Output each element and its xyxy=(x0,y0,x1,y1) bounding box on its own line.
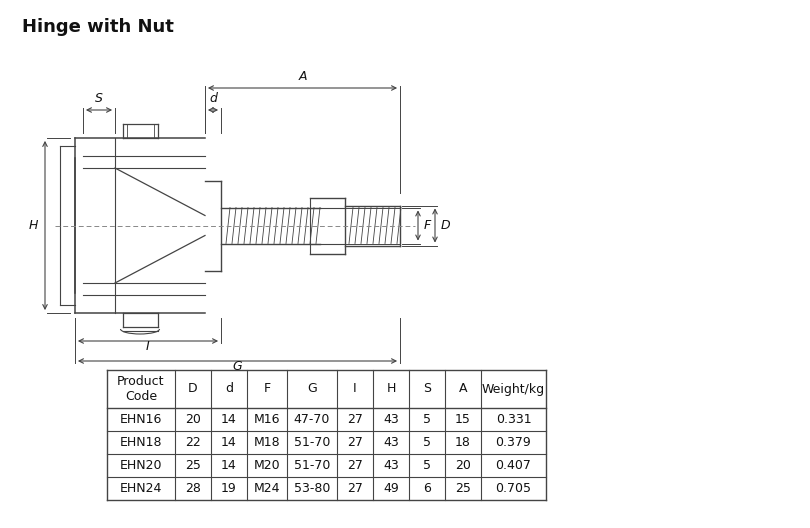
Text: 20: 20 xyxy=(455,459,471,472)
Text: M24: M24 xyxy=(254,482,280,495)
Text: 5: 5 xyxy=(423,436,431,449)
Text: 0.331: 0.331 xyxy=(496,413,531,426)
Text: 27: 27 xyxy=(347,436,363,449)
Text: 15: 15 xyxy=(455,413,471,426)
Text: 20: 20 xyxy=(185,413,201,426)
Text: H: H xyxy=(28,219,38,232)
Text: F: F xyxy=(263,382,271,395)
Text: M16: M16 xyxy=(254,413,280,426)
Text: 27: 27 xyxy=(347,413,363,426)
Text: 0.407: 0.407 xyxy=(496,459,531,472)
Text: 5: 5 xyxy=(423,413,431,426)
Text: G: G xyxy=(232,360,242,373)
Text: 49: 49 xyxy=(383,482,399,495)
Text: M18: M18 xyxy=(254,436,280,449)
Text: Product
Code: Product Code xyxy=(117,375,164,403)
Text: 6: 6 xyxy=(423,482,431,495)
Text: S: S xyxy=(423,382,431,395)
Text: 22: 22 xyxy=(185,436,201,449)
Text: 14: 14 xyxy=(221,413,237,426)
Text: EHN18: EHN18 xyxy=(120,436,162,449)
Text: G: G xyxy=(307,382,317,395)
Text: 25: 25 xyxy=(185,459,201,472)
Text: 18: 18 xyxy=(455,436,471,449)
Text: 14: 14 xyxy=(221,459,237,472)
Text: I: I xyxy=(146,340,150,353)
Text: EHN20: EHN20 xyxy=(120,459,162,472)
Text: 0.379: 0.379 xyxy=(496,436,531,449)
Text: Weight/kg: Weight/kg xyxy=(482,382,545,395)
Text: d: d xyxy=(225,382,233,395)
Text: I: I xyxy=(353,382,357,395)
Text: 43: 43 xyxy=(383,413,399,426)
Text: D: D xyxy=(188,382,198,395)
Text: Hinge with Nut: Hinge with Nut xyxy=(22,18,174,36)
Text: F: F xyxy=(424,219,431,232)
Text: 5: 5 xyxy=(423,459,431,472)
Text: 28: 28 xyxy=(185,482,201,495)
Text: 27: 27 xyxy=(347,482,363,495)
Text: H: H xyxy=(386,382,396,395)
Text: 25: 25 xyxy=(455,482,471,495)
Text: 47-70: 47-70 xyxy=(294,413,330,426)
Text: 51-70: 51-70 xyxy=(294,436,330,449)
Text: 14: 14 xyxy=(221,436,237,449)
Text: EHN24: EHN24 xyxy=(120,482,162,495)
Text: EHN16: EHN16 xyxy=(120,413,162,426)
Text: S: S xyxy=(95,92,103,105)
Text: A: A xyxy=(458,382,467,395)
Text: 19: 19 xyxy=(221,482,237,495)
Text: 43: 43 xyxy=(383,436,399,449)
Text: d: d xyxy=(209,92,217,105)
Text: 43: 43 xyxy=(383,459,399,472)
Text: 51-70: 51-70 xyxy=(294,459,330,472)
Text: 27: 27 xyxy=(347,459,363,472)
Text: D: D xyxy=(441,219,450,232)
Text: 0.705: 0.705 xyxy=(496,482,531,495)
Text: M20: M20 xyxy=(254,459,280,472)
Text: A: A xyxy=(298,70,307,83)
Text: 53-80: 53-80 xyxy=(294,482,330,495)
